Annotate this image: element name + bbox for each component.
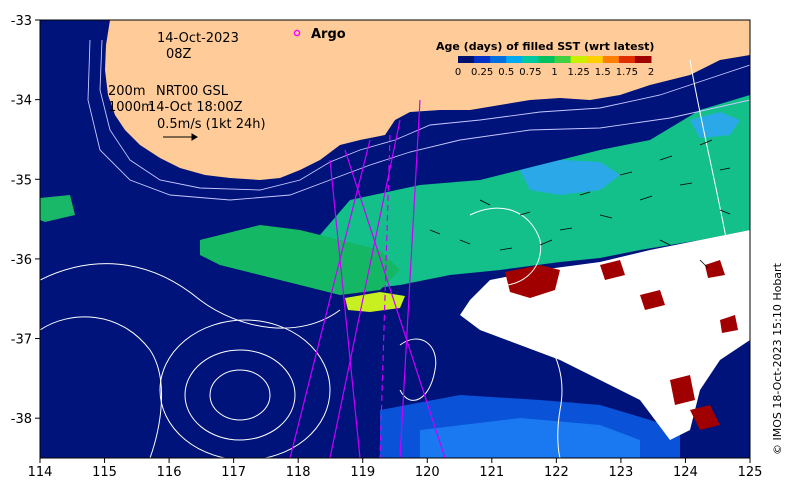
argo-marker-icon (293, 29, 301, 37)
x-tick-label: 120 (415, 465, 440, 480)
depth-deep-label: 1000m (108, 100, 154, 115)
sst-cyan-patch-2 (690, 112, 740, 138)
legend-colorbar (458, 56, 652, 63)
ssh-contours (40, 59, 731, 458)
legend-tick-labels: 0 0.25 0.5 0.75 1 1.25 1.5 1.75 2 (455, 67, 654, 78)
plot-frame (39, 19, 751, 459)
velocity-scale-arrow (163, 133, 198, 141)
y-tick-label: -34 (11, 94, 32, 109)
y-tick-label: -37 (11, 333, 32, 348)
legend-tick-label: 1.75 (616, 67, 638, 78)
product-label: NRT00 GSL (156, 84, 229, 99)
velocity-scale-label: 0.5m/s (1kt 24h) (157, 117, 266, 132)
x-tick-label: 115 (92, 465, 117, 480)
legend-swatch (506, 56, 523, 63)
sst-blue-band-2 (420, 418, 640, 458)
sst-green-west-edge (40, 195, 75, 222)
x-tick-label: 118 (286, 465, 311, 480)
legend-tick-label: 1.25 (567, 67, 589, 78)
legend-swatch (458, 56, 475, 63)
x-tick-label: 121 (479, 465, 504, 480)
depth-shallow-label: 200m (108, 84, 145, 99)
legend-tick-label: 2 (648, 67, 654, 78)
credit-text: © IMOS 18-Oct-2023 15:10 Hobart (771, 262, 784, 455)
map-date: 14-Oct-2023 (157, 31, 239, 46)
legend-swatch (554, 56, 572, 63)
argo-label: Argo (311, 27, 346, 42)
legend-tick-label: 0 (455, 67, 461, 78)
legend-swatch (634, 56, 652, 63)
legend-tick-label: 1 (551, 67, 557, 78)
y-axis: -33 -34 -35 -36 -37 -38 (11, 14, 40, 427)
legend-swatch (602, 56, 620, 63)
legend-swatch (522, 56, 539, 63)
legend-tick-label: 0.25 (471, 67, 493, 78)
bathymetry-contours (87, 39, 750, 201)
satellite-tracks (289, 99, 446, 458)
legend-swatch (570, 56, 588, 63)
y-tick-label: -38 (11, 412, 32, 427)
y-tick-label: -33 (11, 14, 32, 29)
x-tick-label: 116 (157, 465, 182, 480)
legend-swatch (538, 56, 555, 63)
legend-tick-label: 0.5 (498, 67, 514, 78)
sst-yellow-patch (345, 292, 405, 312)
sst-red-patches (505, 260, 738, 430)
product-time-label: 14-Oct 18:00Z (148, 100, 243, 115)
x-tick-label: 114 (28, 465, 53, 480)
legend-swatch (586, 56, 604, 63)
legend-swatch (490, 56, 507, 63)
x-tick-label: 122 (544, 465, 569, 480)
x-tick-label: 125 (738, 465, 763, 480)
sst-cyan-patch (520, 160, 620, 195)
y-tick-label: -35 (11, 173, 32, 188)
x-axis: 114 115 116 117 118 119 120 121 122 123 124 125 (28, 458, 763, 480)
sst-green-west (200, 225, 400, 295)
x-tick-label: 119 (350, 465, 375, 480)
legend-swatch (474, 56, 491, 63)
y-tick-label: -36 (11, 253, 32, 268)
legend-swatch (618, 56, 636, 63)
x-tick-label: 124 (673, 465, 698, 480)
map-hour: 08Z (166, 47, 192, 62)
x-tick-label: 123 (608, 465, 633, 480)
map-plot-area (40, 20, 750, 458)
current-vectors (429, 139, 731, 269)
legend-tick-label: 0.75 (519, 67, 541, 78)
sst-green-band (290, 95, 750, 290)
x-tick-label: 117 (221, 465, 246, 480)
legend-title: Age (days) of filled SST (wrt latest) (436, 40, 654, 53)
legend-tick-label: 1.5 (595, 67, 611, 78)
